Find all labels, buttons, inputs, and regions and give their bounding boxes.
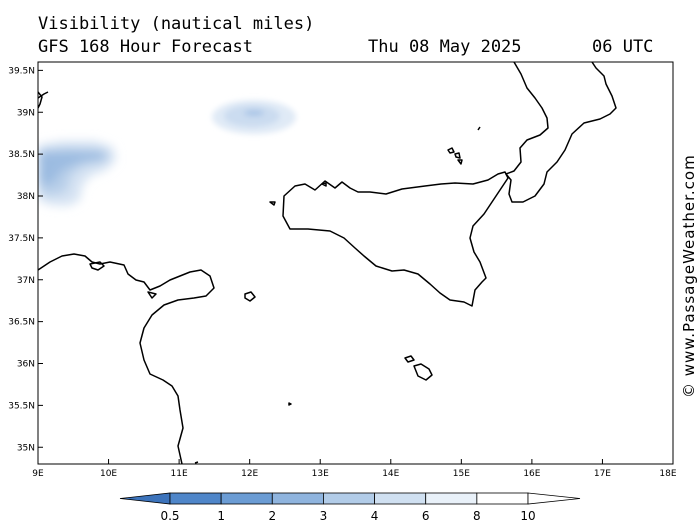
tunisia-coast xyxy=(38,253,215,464)
colorbar-label: 4 xyxy=(371,509,379,523)
colorbar-label: 8 xyxy=(473,509,481,523)
colorbar-segment xyxy=(271,492,324,505)
x-tick-label: 10E xyxy=(100,469,117,479)
low-visibility-area-north xyxy=(212,100,296,134)
colorbar-segment xyxy=(476,492,529,505)
colorbar-label: 3 xyxy=(320,509,328,523)
forecast-subtitle: GFS 168 Hour Forecast xyxy=(38,37,253,57)
y-tick-label: 36.5N xyxy=(8,318,35,328)
colorbar-label: 2 xyxy=(268,509,276,523)
longitude-axis: 9E 10E 11E 12E 13E 14E 15E 16E 17E 18E xyxy=(32,459,677,479)
x-tick-label: 13E xyxy=(312,469,329,479)
y-tick-label: 37N xyxy=(17,276,35,286)
aeolian-island-1 xyxy=(447,147,455,154)
colorbar-segment xyxy=(374,492,427,505)
map-frame xyxy=(37,61,674,465)
colorbar-segment xyxy=(323,492,375,505)
low-visibility-area-west xyxy=(38,141,116,206)
y-tick-label: 35.5N xyxy=(8,401,35,411)
x-tick-label: 18E xyxy=(659,469,676,479)
colorbar-segment xyxy=(425,492,478,505)
x-tick-label: 15E xyxy=(453,469,470,479)
sicily-coast xyxy=(282,171,509,307)
colorbar-label: 1 xyxy=(217,509,225,523)
egadi-island xyxy=(269,201,276,206)
lampione-island xyxy=(288,402,292,406)
aeolian-island-3 xyxy=(457,159,463,165)
y-tick-label: 39N xyxy=(17,108,35,118)
y-tick-label: 38.5N xyxy=(8,150,35,160)
pantelleria-island xyxy=(244,291,256,302)
forecast-time: 06 UTC xyxy=(592,37,654,57)
x-tick-label: 14E xyxy=(382,469,399,479)
y-tick-label: 38N xyxy=(17,192,35,202)
passageweather-watermark: © www.PassageWeather.com xyxy=(680,154,698,398)
gozo-island xyxy=(404,355,415,363)
x-tick-label: 16E xyxy=(523,469,540,479)
malta-island xyxy=(413,363,433,381)
map-title: Visibility (nautical miles) xyxy=(38,14,315,34)
forecast-date: Thu 08 May 2025 xyxy=(368,37,522,57)
sardinia-coast xyxy=(38,91,49,109)
latitude-axis: 39.5N 39N 38.5N 38N 37.5N 37N 36.5N 36N 35.5N 35N xyxy=(8,66,43,453)
colorbar-segment xyxy=(169,492,222,505)
calabria-coast xyxy=(505,62,617,203)
colorbar-label: 0.5 xyxy=(160,509,179,523)
kerkennah-islet xyxy=(194,461,199,464)
coastlines xyxy=(38,62,617,464)
colorbar-max-arrow xyxy=(527,492,581,505)
x-tick-label: 17E xyxy=(594,469,611,479)
y-tick-label: 36N xyxy=(17,360,35,370)
colorbar-min-arrow xyxy=(119,492,171,505)
x-tick-label: 11E xyxy=(171,469,188,479)
x-tick-label: 12E xyxy=(241,469,258,479)
tunisia-islet xyxy=(147,291,157,299)
colorbar-segment xyxy=(220,492,273,505)
aeolian-island-2 xyxy=(454,152,461,159)
colorbar-label: 10 xyxy=(520,509,535,523)
colorbar-label: 6 xyxy=(422,509,430,523)
y-tick-label: 35N xyxy=(17,443,35,453)
y-tick-label: 39.5N xyxy=(8,66,35,76)
visibility-colorbar: 0.5 1 2 3 4 6 8 10 xyxy=(119,492,581,523)
ustica-island xyxy=(321,182,327,187)
stromboli-island xyxy=(477,126,481,131)
x-tick-label: 9E xyxy=(32,469,44,479)
cape-bon-peninsula xyxy=(89,261,105,271)
y-tick-label: 37.5N xyxy=(8,234,35,244)
